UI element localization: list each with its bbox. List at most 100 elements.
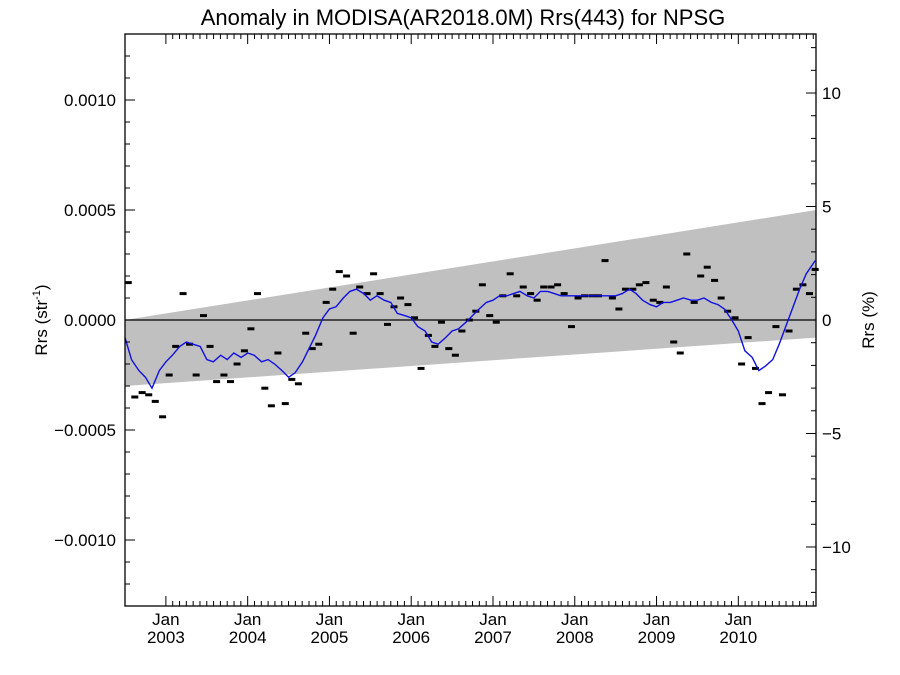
monthly-anomaly-point — [635, 283, 643, 287]
monthly-anomaly-point — [656, 300, 664, 304]
monthly-anomaly-point — [437, 320, 445, 324]
monthly-anomaly-point — [226, 380, 234, 384]
monthly-anomaly-point — [533, 298, 541, 302]
y2-tick-label: −10 — [822, 538, 851, 557]
monthly-anomaly-point — [642, 281, 650, 285]
monthly-anomaly-point — [785, 329, 793, 333]
monthly-anomaly-point — [615, 307, 623, 311]
monthly-anomaly-point — [417, 366, 425, 370]
monthly-anomaly-point — [349, 331, 357, 335]
monthly-anomaly-point — [343, 274, 351, 278]
monthly-anomaly-point — [513, 294, 521, 298]
monthly-anomaly-point — [213, 380, 221, 384]
monthly-anomaly-point — [329, 287, 337, 291]
y-axis-label-suffix: ) — [32, 284, 51, 290]
monthly-anomaly-point — [478, 283, 486, 287]
monthly-anomaly-point — [376, 292, 384, 296]
monthly-anomaly-point — [765, 391, 773, 395]
x-tick-label-month: Jan — [643, 610, 670, 629]
monthly-anomaly-point — [458, 329, 466, 333]
monthly-anomaly-point — [206, 344, 214, 348]
monthly-anomaly-point — [261, 386, 269, 390]
monthly-anomaly-point — [738, 362, 746, 366]
monthly-anomaly-point — [308, 347, 316, 351]
monthly-anomaly-point — [567, 325, 575, 329]
monthly-anomaly-point — [601, 259, 609, 263]
monthly-anomaly-point — [711, 278, 719, 282]
monthly-anomaly-point — [383, 322, 391, 326]
monthly-anomaly-point — [554, 283, 562, 287]
monthly-anomaly-point — [165, 373, 173, 377]
monthly-anomaly-point — [662, 285, 670, 289]
x-tick-label-month: Jan — [398, 610, 425, 629]
monthly-anomaly-point — [778, 393, 786, 397]
monthly-anomaly-point — [370, 272, 378, 276]
monthly-anomaly-point — [608, 296, 616, 300]
x-tick-label-year: 2004 — [229, 628, 267, 647]
monthly-anomaly-point — [267, 404, 275, 408]
monthly-anomaly-point — [315, 342, 323, 346]
y2-axis-label: Rrs (%) — [859, 291, 878, 349]
monthly-anomaly-point — [124, 281, 132, 285]
monthly-anomaly-point — [322, 300, 330, 304]
x-tick-label-month: Jan — [234, 610, 261, 629]
monthly-anomaly-point — [758, 402, 766, 406]
monthly-anomaly-point — [731, 316, 739, 320]
monthly-anomaly-point — [335, 270, 343, 274]
monthly-anomaly-point — [288, 377, 296, 381]
monthly-anomaly-point — [697, 274, 705, 278]
ticks-layer — [125, 34, 816, 606]
y-axis-label-exponent: -1 — [31, 290, 43, 300]
monthly-anomaly-point — [805, 292, 813, 296]
monthly-anomaly-point — [200, 314, 208, 318]
monthly-anomaly-point — [274, 351, 282, 355]
monthly-anomaly-point — [145, 393, 153, 397]
x-tick-label-month: Jan — [152, 610, 179, 629]
x-tick-label-month: Jan — [316, 610, 343, 629]
monthly-anomaly-point — [404, 303, 412, 307]
monthly-anomaly-point — [451, 353, 459, 357]
chart-title: Anomaly in MODISA(AR2018.0M) Rrs(443) fo… — [201, 5, 726, 30]
monthly-anomaly-point — [179, 292, 187, 296]
x-tick-label-month: Jan — [479, 610, 506, 629]
monthly-anomaly-point — [363, 292, 371, 296]
x-tick-label-month: Jan — [725, 610, 752, 629]
monthly-anomaly-point — [445, 347, 453, 351]
y-axis-label: Rrs (str-1) — [31, 284, 51, 355]
y-tick-label: −0.0005 — [54, 421, 116, 440]
monthly-anomaly-point — [690, 300, 698, 304]
band-layer — [125, 210, 816, 386]
x-tick-label-year: 2005 — [311, 628, 349, 647]
monthly-anomaly-point — [233, 362, 241, 366]
monthly-anomaly-point — [527, 292, 535, 296]
y-axis-label-text: Rrs (str — [32, 300, 51, 356]
monthly-anomaly-point — [670, 340, 678, 344]
monthly-anomaly-point — [410, 316, 418, 320]
monthly-anomaly-point — [621, 287, 629, 291]
monthly-anomaly-point — [247, 327, 255, 331]
monthly-anomaly-point — [703, 265, 711, 269]
monthly-anomaly-point — [492, 320, 500, 324]
uncertainty-band — [125, 210, 816, 386]
monthly-anomaly-point — [356, 285, 364, 289]
monthly-anomaly-point — [172, 344, 180, 348]
monthly-anomaly-point — [151, 399, 159, 403]
monthly-anomaly-point — [519, 285, 527, 289]
monthly-anomaly-point — [159, 415, 167, 419]
y-tick-label: 0.0005 — [64, 201, 116, 220]
monthly-anomaly-point — [465, 318, 473, 322]
monthly-anomaly-point — [302, 331, 310, 335]
y-tick-label: −0.0010 — [54, 531, 116, 550]
x-tick-label-year: 2010 — [719, 628, 757, 647]
y-tick-label: 0.0000 — [64, 311, 116, 330]
monthly-anomaly-point — [281, 402, 289, 406]
y2-tick-label: 5 — [822, 198, 831, 217]
monthly-anomaly-point — [472, 309, 480, 313]
smoothed-anomaly-line — [124, 260, 816, 390]
monthly-anomaly-point — [138, 391, 146, 395]
monthly-anomaly-point — [540, 285, 548, 289]
monthly-anomaly-point — [811, 267, 819, 271]
monthly-anomaly-point — [294, 382, 302, 386]
y2-tick-label: 10 — [822, 84, 841, 103]
